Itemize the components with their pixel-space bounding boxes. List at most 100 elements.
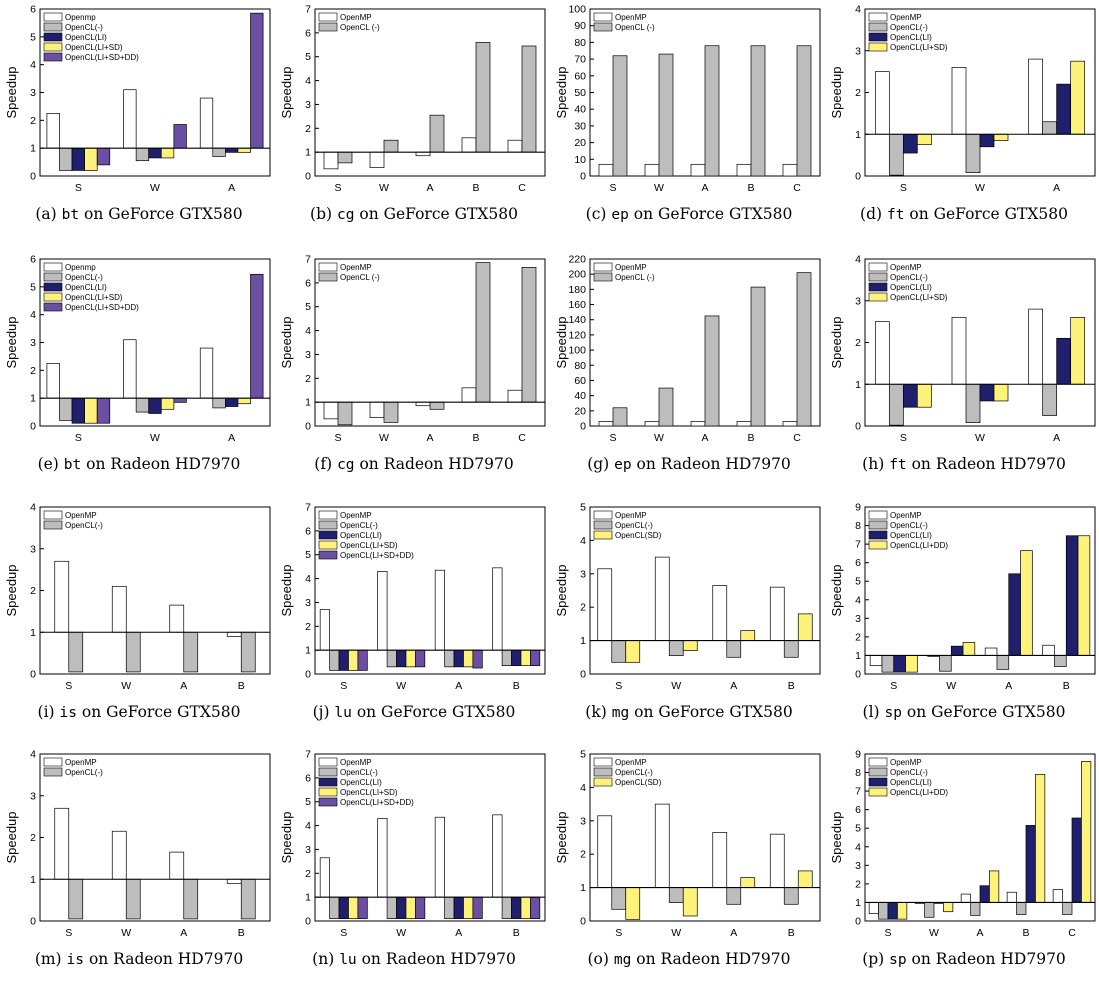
caption: (m) is on Radeon HD7970 [2,950,276,968]
caption-device: on GeForce GTX580 [354,205,518,223]
y-tick-label: 4 [30,309,36,321]
legend-label: Openmp [65,13,96,22]
caption-device: on GeForce GTX580 [904,205,1068,223]
bar [434,816,445,898]
y-tick-label: 40 [574,104,586,116]
legend-label: OpenCL(LI) [65,33,107,42]
bar [769,586,785,641]
y-tick-label: 4 [855,594,861,606]
legend: OpenMPOpenCL(-)OpenCL(LI)OpenCL(LI+SD)Op… [318,510,414,560]
legend-swatch [868,767,888,777]
y-tick-label: 3 [580,568,586,580]
caption-program: lu [334,705,352,721]
bar [463,896,474,919]
chart-panel: 0 1 2 3 4 Speedup S W A OpenMP OpenCL(-) OpenCL(LI)… [827,0,1099,247]
legend-swatch [868,540,888,550]
legend-swatch [868,787,888,797]
y-tick-label: 3 [305,597,311,609]
bar [598,421,614,427]
bar [415,649,426,668]
bar [668,887,684,903]
bar [658,53,674,177]
x-tick-label: W [654,182,664,194]
x-tick-label: A [730,927,737,939]
bar [1020,550,1033,656]
bar [475,42,491,153]
bar [916,133,932,146]
y-tick-label: 2 [580,849,586,861]
bar [1025,825,1036,903]
bar [183,631,199,673]
bar [1028,58,1044,135]
x-tick-label: A [455,927,462,939]
caption-label: (m) [34,950,67,968]
bar [924,902,935,918]
bar [993,383,1009,402]
bar [1028,308,1044,385]
chart-panel: 0 1 2 3 4 5 Speedup S W A B OpenMP OpenCL(-) OpenCL(S… [552,745,826,992]
y-tick-label: 0 [305,171,311,183]
legend-swatch [868,42,888,52]
bar [782,421,798,427]
caption-device: on Radeon HD7970 [631,950,791,968]
legend-label: OpenCL(LI) [890,531,932,540]
y-tick-label: 100 [568,345,586,357]
y-tick-label: 0 [305,421,311,433]
caption-device: on Radeon HD7970 [84,950,244,968]
legend-label: OpenMP [615,758,647,767]
bar [461,137,477,153]
caption-device: on GeForce GTX580 [76,703,241,721]
x-tick-label: W [150,432,160,444]
bar [965,133,981,174]
x-tick-label: C [793,182,801,194]
legend-swatch [43,757,63,767]
caption-device: on Radeon HD7970 [356,950,516,968]
y-tick-label: 8 [855,767,861,779]
bar [612,407,628,427]
plot-frame [864,753,1096,922]
bar [902,133,918,154]
y-tick-label: 120 [568,329,586,341]
legend-swatch [318,550,338,560]
bar [240,878,256,920]
legend-swatch [868,757,888,767]
x-tick-label: W [671,927,681,939]
bar [736,421,752,427]
y-tick-label: 8 [855,520,861,532]
bar [173,397,187,403]
x-tick-label: S [609,432,616,444]
bar [521,267,537,403]
y-tick-label: 3 [30,87,36,99]
bar [250,12,264,149]
x-tick-label: B [788,680,795,692]
caption-label: (c) [585,205,612,223]
bar [950,645,964,656]
caption-program: bt [61,207,80,223]
bar [199,347,214,399]
bar [472,649,483,669]
bar [1070,317,1086,385]
bar [237,147,251,153]
bar [1077,535,1091,656]
bar [226,631,242,637]
bar [943,902,954,913]
bar [1070,60,1086,135]
plot-frame [314,8,546,177]
y-tick-label: 0 [305,669,311,681]
y-tick-label: 7 [305,749,311,761]
legend-swatch [868,282,888,292]
bar [939,655,952,672]
legend-swatch [318,272,338,282]
legend-swatch [593,777,613,787]
caption-program: mg [613,952,632,968]
y-tick-label: 0 [30,916,36,928]
chart-panel: 0 1 2 3 4 5 6 7 Speedup S W A B C OpenMP OpenCL (-) (b) … [277,0,551,247]
